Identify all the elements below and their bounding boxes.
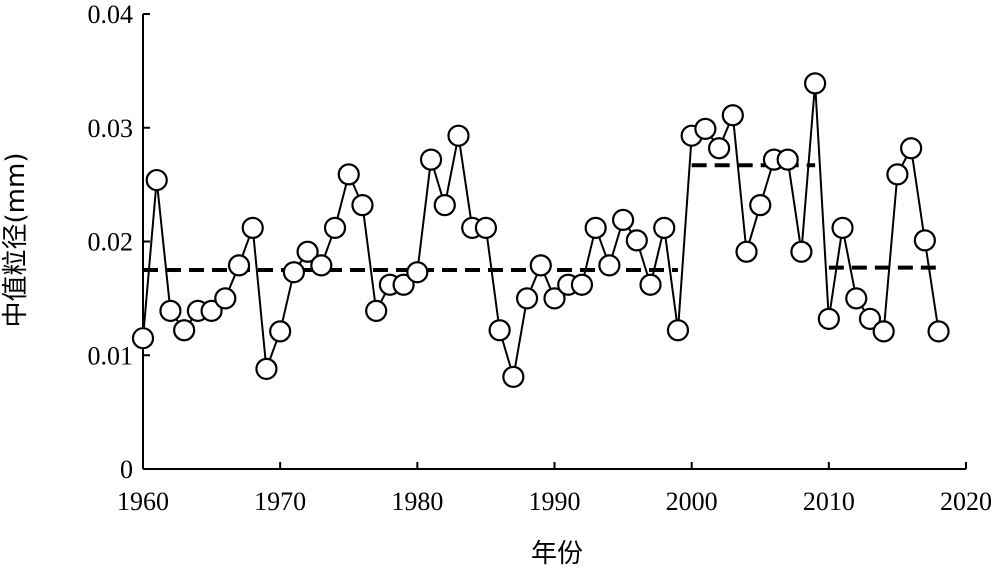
data-point (653, 216, 676, 239)
data-point (351, 194, 374, 217)
x-tick-label: 1990 (529, 487, 581, 516)
data-point (269, 320, 292, 343)
data-point (214, 287, 237, 310)
data-point (639, 273, 662, 296)
data-point (776, 148, 799, 171)
segment-means (143, 163, 939, 272)
axes (142, 13, 967, 470)
y-tick-label: 0.04 (88, 0, 134, 29)
data-point (529, 254, 552, 277)
y-tick-label: 0.01 (88, 341, 134, 370)
y-tick-label: 0 (120, 455, 133, 484)
data-point (735, 240, 758, 263)
x-tick-label: 1970 (254, 487, 306, 516)
y-tick-label: 0.03 (88, 114, 134, 143)
data-point (900, 137, 923, 160)
data-point (474, 216, 498, 239)
data-point (666, 319, 690, 342)
data-series (131, 72, 950, 388)
data-point (927, 320, 950, 343)
data-point (790, 240, 813, 263)
data-point (886, 163, 909, 186)
data-point (707, 137, 731, 160)
data-point (721, 104, 744, 127)
data-point (858, 307, 882, 330)
data-point (227, 254, 251, 277)
x-tick-label: 2020 (940, 487, 992, 516)
data-point (845, 287, 868, 310)
data-point (584, 216, 607, 239)
data-point (611, 208, 635, 231)
x-tick-label: 1960 (117, 487, 169, 516)
data-point (447, 124, 470, 147)
data-point (406, 261, 429, 284)
data-point (872, 320, 895, 343)
data-point (337, 163, 360, 186)
data-point (323, 216, 347, 239)
data-point (515, 287, 539, 310)
data-point (433, 194, 456, 217)
x-tick-label: 2010 (803, 487, 855, 516)
data-point (570, 273, 594, 296)
data-point (365, 299, 388, 322)
data-point (282, 261, 305, 284)
data-point (296, 240, 319, 263)
data-point (392, 273, 415, 296)
data-point (310, 254, 333, 277)
data-point (817, 307, 840, 330)
data-point (913, 229, 936, 252)
data-point (255, 357, 278, 380)
data-point (598, 254, 621, 277)
y-axis-title: 中值粒径(mm) (1, 153, 31, 328)
tick-labels: 0 0.01 0.02 0.03 0.04 1960 1970 1980 1990 2000 201… (88, 0, 993, 516)
data-point (419, 148, 443, 171)
data-point (543, 287, 566, 310)
x-tick-label: 2000 (666, 487, 718, 516)
data-point (488, 319, 511, 342)
data-point (200, 299, 223, 322)
data-point (694, 117, 717, 140)
y-tick-label: 0.02 (88, 228, 134, 257)
data-point (804, 72, 827, 95)
data-point (131, 327, 155, 350)
data-point (831, 216, 854, 239)
data-point (749, 194, 772, 217)
data-point (173, 319, 196, 342)
data-point (241, 216, 264, 239)
data-point (159, 299, 182, 322)
x-tick-label: 1980 (391, 487, 443, 516)
data-point (145, 168, 168, 192)
x-axis-title: 年份 (531, 539, 583, 569)
data-point (502, 365, 525, 388)
data-point (625, 229, 648, 252)
